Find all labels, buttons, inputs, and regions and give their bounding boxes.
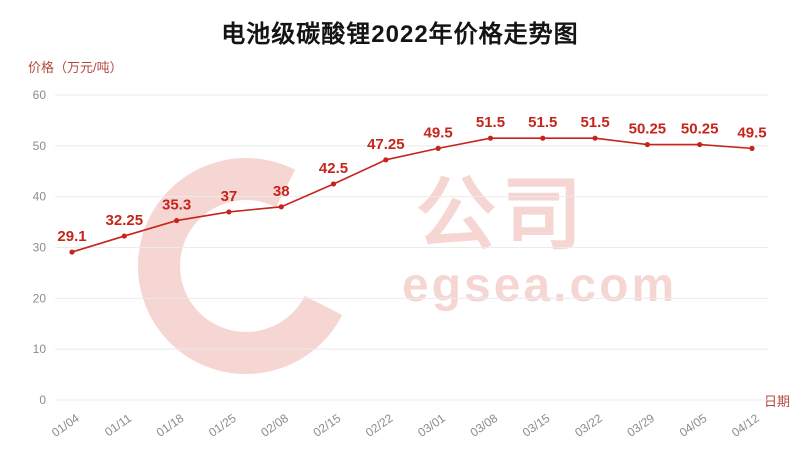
- data-point: [69, 249, 75, 255]
- x-tick-label: 01/04: [49, 411, 82, 440]
- data-point: [121, 233, 127, 239]
- data-label: 51.5: [580, 114, 609, 131]
- y-tick-label: 0: [39, 393, 46, 407]
- data-label: 35.3: [162, 197, 191, 214]
- x-tick-label: 03/15: [520, 411, 553, 440]
- data-point: [644, 141, 650, 148]
- data-label: 50.25: [629, 121, 667, 138]
- y-tick-label: 10: [33, 342, 47, 356]
- x-tick-label: 03/22: [572, 411, 605, 440]
- y-tick-label: 60: [33, 88, 47, 102]
- x-tick-label: 04/05: [677, 411, 710, 440]
- data-point: [749, 145, 755, 151]
- data-label: 47.25: [367, 136, 405, 153]
- data-label: 51.5: [528, 114, 557, 131]
- y-tick-label: 50: [33, 139, 47, 153]
- data-point: [592, 135, 598, 141]
- x-tick-label: 03/08: [468, 411, 501, 440]
- data-label: 50.25: [681, 121, 719, 138]
- data-point: [487, 135, 494, 141]
- data-label: 29.1: [57, 228, 86, 245]
- data-point: [278, 204, 284, 210]
- price-line: [71, 137, 753, 253]
- x-tick-label: 04/12: [729, 411, 762, 440]
- data-label: 49.5: [737, 124, 766, 141]
- data-point: [697, 141, 703, 148]
- x-tick-label: 03/29: [624, 411, 657, 440]
- gridlines: 0 10 20 30 40 50 60 01/04 01/11 01/18 01/25 02/08 02…: [33, 88, 768, 440]
- data-label: 32.25: [106, 212, 144, 229]
- x-tick-label: 02/22: [363, 411, 396, 440]
- data-label: 51.5: [476, 114, 505, 131]
- x-tick-label: 02/08: [258, 411, 291, 440]
- x-tick-label: 02/15: [311, 411, 344, 440]
- data-point: [435, 145, 441, 151]
- y-axis-label: 价格（万元/吨）: [28, 60, 123, 75]
- x-axis-label: 日期: [764, 394, 790, 409]
- x-tick-label: 01/18: [154, 411, 187, 440]
- data-label: 42.5: [319, 160, 348, 177]
- data-point: [174, 217, 180, 224]
- x-tick-label: 03/01: [415, 411, 448, 440]
- data-label: 49.5: [424, 124, 453, 141]
- chart-title: 电池级碳酸锂2022年价格走势图: [221, 21, 579, 48]
- data-label: 37: [221, 188, 238, 205]
- data-point: [383, 157, 389, 163]
- y-tick-label: 30: [33, 241, 47, 255]
- x-tick-label: 01/11: [102, 411, 134, 439]
- x-tick-label: 01/25: [206, 411, 239, 440]
- y-tick-label: 40: [33, 190, 47, 204]
- data-label: 38: [273, 183, 290, 200]
- data-point: [540, 135, 546, 141]
- price-series: 29.1 32.25 35.3 37 38 42.5 47.25 49.5 51.5 51.5 51…: [57, 114, 767, 255]
- data-point: [330, 181, 337, 187]
- y-tick-label: 20: [33, 291, 47, 305]
- data-point: [226, 209, 232, 215]
